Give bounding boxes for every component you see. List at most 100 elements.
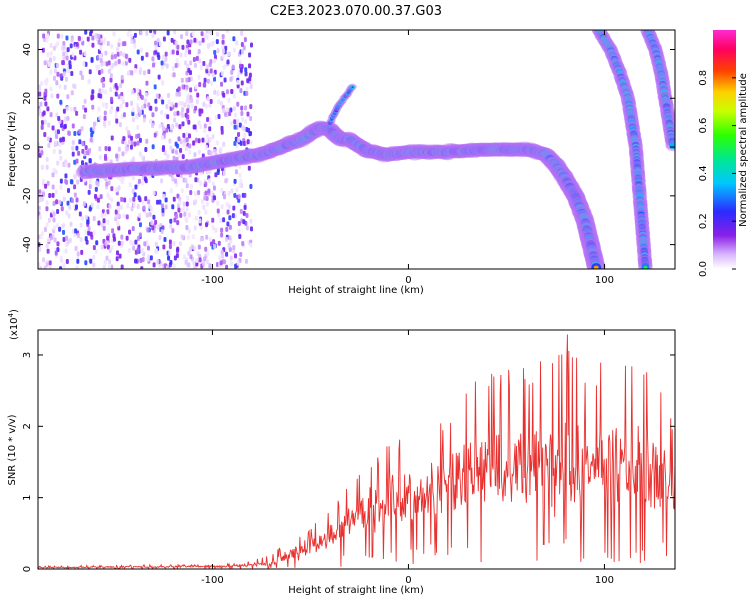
spectrogram-noise-cell	[115, 118, 119, 124]
spectrogram-noise-cell	[83, 51, 87, 57]
spectrogram-noise-cell	[136, 87, 140, 93]
spectrogram-noise-cell	[179, 52, 183, 58]
spectrogram-noise-cell	[99, 58, 103, 64]
spectrogram-noise-cell	[171, 204, 175, 210]
spectrogram-noise-cell	[187, 228, 191, 234]
spectrogram-noise-cell	[40, 120, 44, 126]
spectrogram-noise-cell	[40, 81, 44, 87]
spectrogram-noise-cell	[204, 209, 208, 215]
colorbar-label: Normalized spectral amplitude	[738, 73, 749, 227]
spectrogram-noise-cell	[98, 154, 102, 160]
spectrogram-noise-cell	[233, 119, 237, 125]
spectrogram-noise-cell	[161, 207, 165, 213]
spectrogram-noise-cell	[198, 82, 202, 88]
spectrogram-noise-cell	[157, 54, 161, 60]
spectrogram-noise-cell	[193, 37, 197, 43]
spectrogram-noise-cell	[59, 99, 63, 105]
spectrogram-noise-cell	[248, 63, 252, 69]
spectrogram-noise-cell	[132, 38, 136, 44]
spectrogram-noise-cell	[238, 183, 242, 189]
snr-multiplier: (x104)	[7, 309, 20, 340]
spectrogram-noise-cell	[185, 77, 189, 83]
spectrogram-noise-cell	[99, 194, 103, 200]
spectrogram-noise-cell	[71, 123, 75, 129]
spectrogram-noise-cell	[110, 244, 114, 250]
spectrogram-noise-cell	[237, 228, 241, 234]
spectrogram-noise-cell	[204, 144, 208, 150]
spectrogram-noise-cell	[73, 130, 77, 136]
spectrogram-noise-cell	[114, 113, 118, 119]
spectrogram-noise-cell	[208, 137, 212, 143]
spectrogram-noise-cell	[75, 265, 79, 269]
snr-multiplier-close: )	[9, 309, 20, 313]
spectrogram-noise-cell	[84, 30, 88, 35]
spectrogram-noise-cell	[148, 173, 152, 179]
snr-y-tick-label: 1	[22, 494, 33, 500]
spectrogram-noise-cell	[59, 178, 63, 184]
colorbar-tick-label: 0.0	[698, 261, 709, 277]
spectrogram-noise-cell	[234, 253, 238, 259]
spectrogram-noise-cell	[102, 82, 106, 88]
spectrogram-noise-cell	[103, 175, 107, 181]
spectrogram-noise-cell	[187, 133, 191, 139]
spectrogram-noise-cell	[49, 265, 53, 269]
spectrogram-noise-cell	[98, 53, 102, 59]
spectrogram-noise-cell	[133, 141, 137, 147]
spectrogram-noise-cell	[219, 146, 223, 152]
spectrogram-noise-cell	[177, 136, 181, 142]
spectrogram-noise-cell	[50, 93, 54, 99]
spectrogram-noise-cell	[136, 247, 140, 253]
spectrogram-noise-cell	[109, 109, 113, 115]
spectrogram-noise-cell	[199, 124, 203, 130]
spectrogram-noise-cell	[147, 245, 151, 251]
spectrogram-noise-cell	[208, 263, 212, 269]
spectrogram-x-tick-label: 100	[595, 275, 614, 286]
snr-x-tick-label: -100	[201, 575, 224, 586]
spectrogram-noise-cell	[119, 103, 123, 109]
spectrogram-noise-cell	[220, 166, 224, 172]
spectrogram-noise-cell	[167, 99, 171, 105]
spectrogram-noise-cell	[145, 80, 149, 86]
spectrogram-noise-cell	[56, 71, 60, 77]
spectrogram-noise-cell	[204, 103, 208, 109]
spectrogram-noise-cell	[162, 126, 166, 132]
spectrogram-noise-cell	[237, 137, 241, 143]
spectrogram-noise-cell	[80, 249, 84, 255]
spectrogram-noise-cell	[129, 239, 133, 245]
spectrogram-noise-cell	[128, 182, 132, 188]
spectrogram-noise-cell	[247, 165, 251, 171]
spectrogram-noise-cell	[48, 57, 52, 63]
spectrogram-noise-cell	[149, 105, 153, 111]
spectrogram-noise-cell	[102, 225, 106, 231]
spectrogram-noise-cell	[203, 82, 207, 88]
spectrogram-noise-cell	[43, 95, 47, 101]
colorbar-tick-label: 0.2	[698, 213, 709, 229]
spectrogram-noise-cell	[119, 204, 123, 210]
spectrogram-noise-cell	[161, 147, 165, 153]
spectrogram-noise-cell	[45, 77, 49, 83]
spectrogram-noise-cell	[138, 232, 142, 238]
spectrogram-noise-cell	[184, 52, 188, 58]
spectrogram-noise-cell	[78, 211, 82, 217]
spectrogram-noise-cell	[160, 109, 164, 115]
spectrogram-noise-cell	[130, 38, 134, 44]
spectrogram-noise-cell	[236, 118, 240, 124]
spectrogram-noise-cell	[48, 260, 52, 266]
spectrogram-noise-cell	[191, 234, 195, 240]
spectrogram-noise-cell	[127, 130, 131, 136]
spectrogram-noise-cell	[73, 159, 77, 165]
spectrogram-noise-cell	[131, 117, 135, 123]
spectrogram-noise-cell	[199, 236, 203, 242]
spectrogram-noise-cell	[98, 115, 102, 121]
spectrogram-noise-cell	[125, 235, 129, 241]
spectrogram-noise-cell	[52, 167, 56, 173]
spectrogram-noise-cell	[40, 231, 44, 237]
spectrogram-noise-cell	[116, 221, 120, 227]
spectrogram-noise-cell	[59, 73, 63, 79]
spectrogram-noise-cell	[225, 236, 229, 242]
spectrogram-noise-cell	[167, 255, 171, 261]
spectrogram-noise-cell	[76, 258, 80, 264]
spectrogram-noise-cell	[140, 94, 144, 100]
spectrogram-noise-cell	[240, 111, 244, 117]
spectrogram-noise-cell	[166, 92, 170, 98]
